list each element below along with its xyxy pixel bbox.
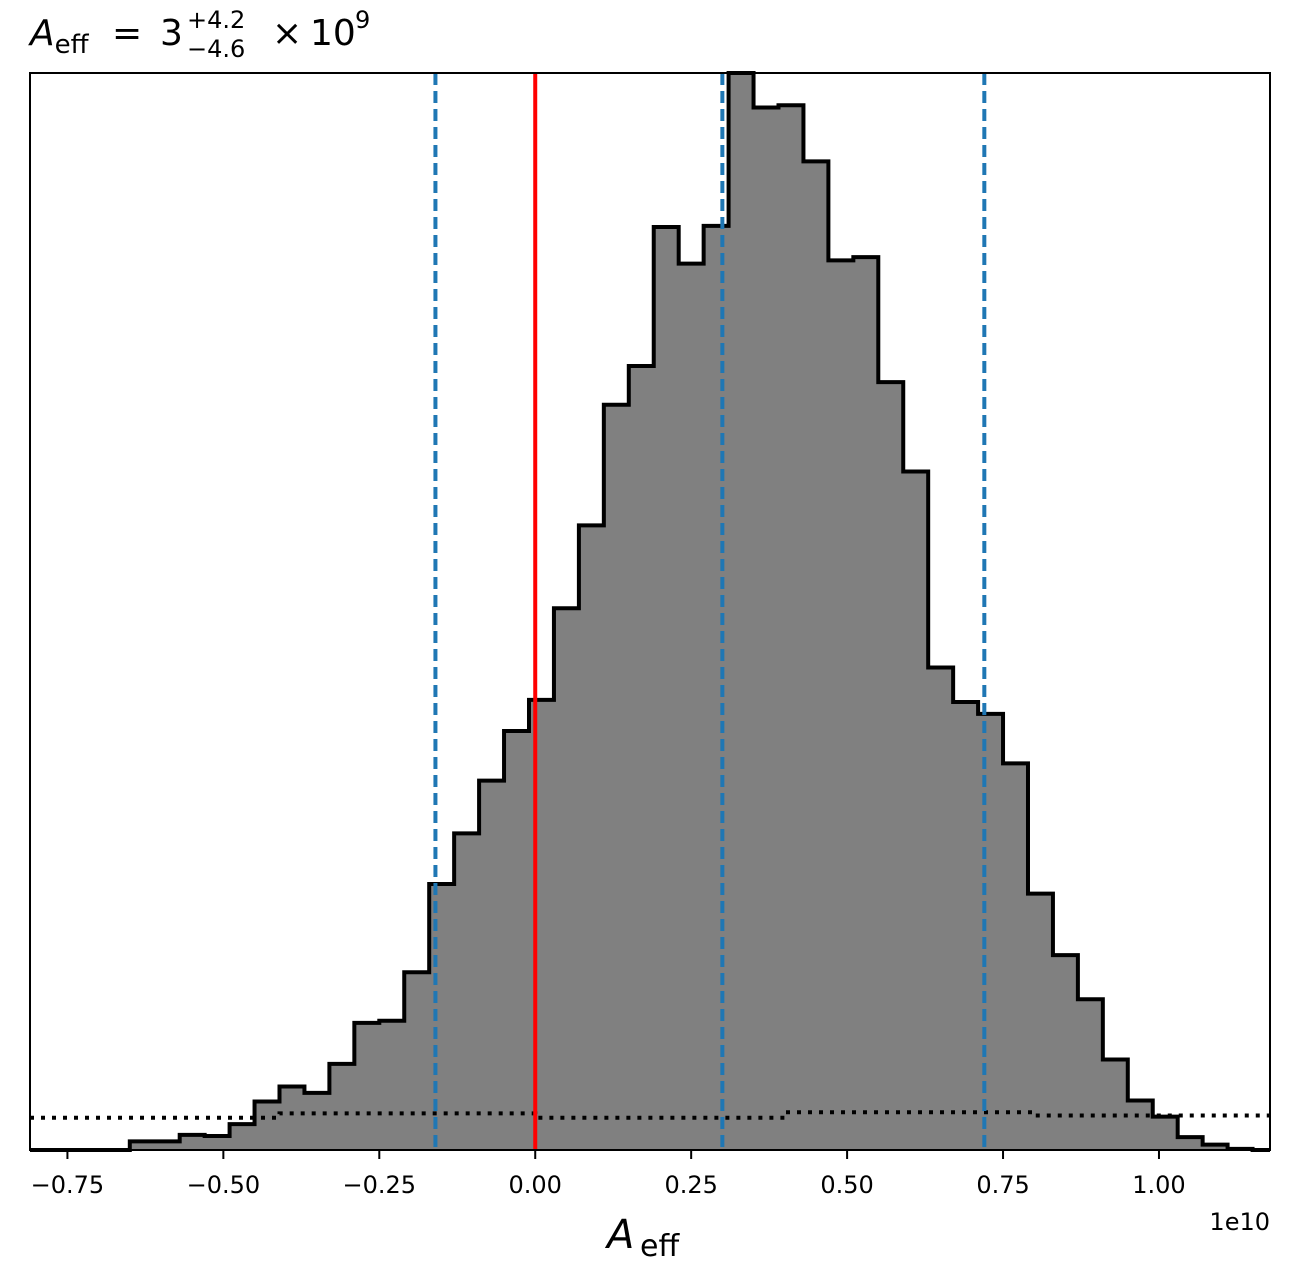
histogram-bar: [154, 1141, 181, 1150]
histogram-bar: [479, 780, 505, 1150]
chart-title: Aeff = 3 +4.2 −4.6 × 10 9: [28, 6, 370, 63]
plot-area: [30, 71, 1270, 1152]
title-base: 10: [310, 13, 356, 54]
histogram-bar: [528, 699, 555, 1150]
x-tick-label: 0.25: [664, 1171, 717, 1199]
x-tick-label: 0.75: [976, 1171, 1029, 1199]
x-tick-label: 1.00: [1132, 1171, 1185, 1199]
x-tick-label: 0.00: [509, 1171, 562, 1199]
title-times: ×: [272, 13, 302, 54]
title-exponent: 9: [355, 6, 370, 34]
histogram-bar: [1003, 763, 1029, 1150]
histogram-bar: [1077, 999, 1104, 1150]
histogram-bar: [853, 257, 879, 1150]
histogram-bar: [953, 701, 979, 1150]
histogram-bar: [578, 525, 605, 1150]
histogram-bar: [204, 1135, 231, 1150]
histogram-bar: [828, 260, 854, 1150]
histogram-bar: [878, 382, 904, 1150]
x-axis-label: A eff: [604, 1212, 680, 1264]
histogram-bar: [928, 667, 954, 1150]
histogram-outline: [30, 71, 1270, 1152]
histogram-bar: [454, 833, 480, 1150]
histogram-bar: [603, 404, 630, 1150]
histogram-bar: [778, 105, 804, 1150]
histogram-bar: [653, 227, 680, 1151]
x-tick-label: −0.25: [343, 1171, 417, 1199]
histogram-bar: [1177, 1137, 1204, 1150]
title-lower-err: −4.6: [187, 35, 245, 63]
title-value: 3: [160, 13, 183, 54]
svg-text:Aeff: Aeff: [28, 13, 90, 60]
histogram-bar: [1027, 893, 1054, 1150]
histogram-bar: [279, 1086, 305, 1150]
histogram-bar: [678, 263, 705, 1150]
x-axis-offset-label: 1e10: [1209, 1208, 1270, 1236]
x-tick-label: −0.75: [31, 1171, 105, 1199]
x-axis-label-sub: eff: [640, 1229, 680, 1264]
histogram-bar: [429, 883, 455, 1150]
x-axis-label-symbol: A: [604, 1212, 634, 1258]
histogram-bar: [129, 1141, 156, 1150]
title-upper-err: +4.2: [187, 6, 245, 34]
title-symbol: A: [28, 13, 55, 54]
histogram-bar: [229, 1124, 256, 1150]
prior-dotted-line: [30, 1110, 1270, 1120]
histogram-bar: [179, 1134, 206, 1150]
histogram-bar: [304, 1092, 330, 1150]
histogram-bar: [1102, 1059, 1129, 1150]
x-tick-label: −0.50: [187, 1171, 261, 1199]
x-axis-ticks: −0.75 −0.50 −0.25 0.00 0.25 0.50 0.75 1.00: [31, 1150, 1186, 1199]
histogram-bar: [1127, 1100, 1154, 1150]
histogram-bar: [1052, 955, 1079, 1150]
histogram-bar: [903, 471, 929, 1150]
histogram-bar: [1202, 1144, 1229, 1150]
title-symbol-sub: eff: [55, 30, 90, 60]
histogram-bar: [354, 1022, 380, 1150]
histogram-bar: [553, 608, 580, 1150]
histogram-bar: [379, 1020, 405, 1150]
x-tick-label: 0.50: [820, 1171, 873, 1199]
histogram-bar: [978, 713, 1004, 1150]
histogram-bar: [329, 1063, 355, 1150]
histogram-bar: [703, 225, 730, 1150]
title-equals: =: [112, 13, 142, 54]
histogram-bar: [628, 365, 655, 1151]
histogram-bar: [803, 161, 829, 1151]
axes-frame: [29, 72, 1271, 1151]
histogram-bar: [753, 107, 779, 1151]
histogram-bar: [1152, 1116, 1179, 1150]
histogram-bar: [404, 972, 430, 1150]
histogram-bar: [728, 73, 755, 1150]
histogram-bar: [504, 731, 530, 1150]
histogram-bar: [254, 1101, 280, 1150]
